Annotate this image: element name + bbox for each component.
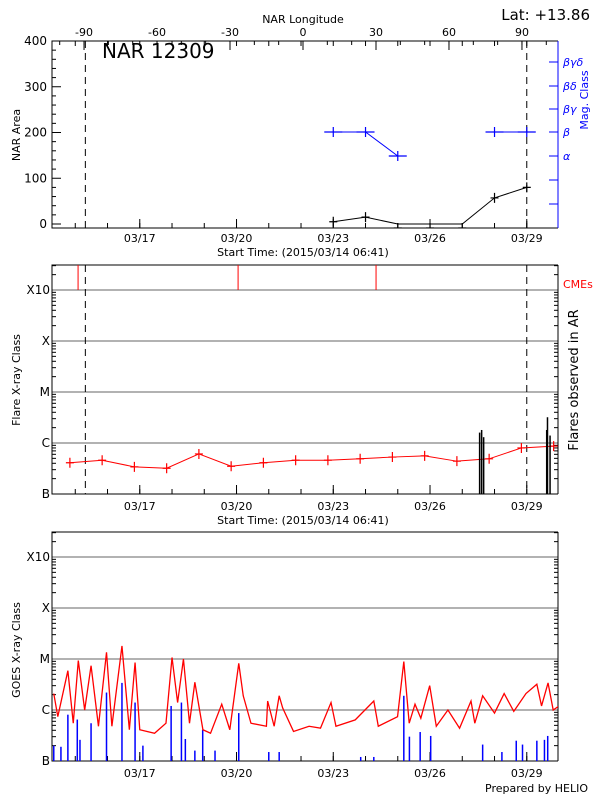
panel1-xlabel: Start Time: (2015/03/14 06:41): [217, 246, 389, 259]
x-tick-label: 03/29: [511, 232, 543, 245]
x-tick-label: 03/17: [124, 232, 156, 245]
flare-class-point: [485, 453, 494, 464]
x-tick-label: 03/20: [221, 767, 253, 780]
y-tick-label: X: [42, 601, 50, 615]
panel1-right-ylabel: Mag. Class: [578, 70, 591, 129]
mag-class-tick-label: βγδ: [562, 56, 584, 69]
mag-class-tick-label: βγ: [562, 103, 577, 116]
area-point: [329, 216, 338, 227]
x-tick-label: 03/29: [511, 767, 543, 780]
mag-class-point: [517, 127, 536, 137]
top-axis-tick-label: 60: [442, 26, 456, 39]
x-tick-label: 03/17: [124, 500, 156, 513]
flare-class-point: [323, 455, 332, 466]
flare-class-line: [69, 445, 554, 469]
flare-class-point: [98, 455, 107, 466]
mag-class-tick-label: α: [563, 150, 571, 163]
top-axis-tick-label: -90: [75, 26, 93, 39]
mag-class-tick-label: β: [562, 126, 570, 139]
mag-class-point: [388, 151, 407, 161]
x-tick-label: 03/29: [511, 500, 543, 513]
flare-class-panel: 03/17 03/20 03/23 03/26 03/29 B C M X X10: [27, 264, 559, 513]
panel1-data: [324, 127, 536, 228]
x-tick-label: 03/26: [414, 232, 446, 245]
panel2-data: [65, 265, 558, 494]
panel3-data: [53, 645, 558, 761]
top-axis-tick-label: -30: [221, 26, 239, 39]
y-tick-label: 100: [24, 171, 47, 185]
y-tick-label: B: [42, 487, 50, 501]
flare-class-point: [130, 461, 139, 472]
plot-frame: [51, 40, 558, 229]
area-line: [333, 186, 527, 225]
y-tick-label: X: [42, 334, 50, 348]
flare-class-point: [291, 455, 300, 466]
y-tick-label: B: [42, 754, 50, 768]
flare-class-point: [517, 442, 526, 453]
area-point: [393, 223, 402, 228]
x-tick-label: 03/20: [221, 500, 253, 513]
y-tick-label: C: [42, 436, 50, 450]
x-tick-label: 03/23: [317, 232, 349, 245]
plot-frame: [51, 531, 558, 762]
goes-long-channel-line: [53, 645, 558, 735]
area-point: [361, 212, 370, 223]
nar-title: NAR 12309: [102, 39, 215, 63]
y-tick-label: 200: [24, 126, 47, 140]
y-tick-label: 0: [39, 217, 47, 231]
top-axis-tick-label: 30: [369, 26, 383, 39]
area-point: [522, 182, 531, 193]
flare-class-point: [452, 456, 461, 467]
cme-label: CMEs: [563, 278, 593, 291]
area-point: [458, 223, 467, 228]
y-tick-label: X10: [27, 550, 51, 564]
y-tick-label: X10: [27, 283, 51, 297]
flare-class-point: [227, 461, 236, 472]
top-axis-tick-label: 0: [300, 26, 307, 39]
top-axis-tick-label: 90: [515, 26, 529, 39]
flare-class-point: [259, 457, 268, 468]
panel2-ylabel: Flare X-ray Class: [10, 334, 23, 426]
area-point: [490, 192, 499, 203]
flare-class-point: [388, 452, 397, 463]
mag-class-tick-label: βδ: [562, 80, 577, 93]
top-axis-label: NAR Longitude: [262, 13, 344, 26]
flare-class-point: [194, 448, 203, 459]
flare-class-point: [356, 453, 365, 464]
x-tick-label: 03/26: [414, 767, 446, 780]
area-point: [426, 223, 435, 228]
x-tick-label: 03/23: [317, 500, 349, 513]
x-tick-label: 03/26: [414, 500, 446, 513]
footer-credit: Prepared by HELIO: [485, 782, 588, 795]
mag-class-point: [356, 127, 375, 137]
mag-class-point: [485, 127, 504, 137]
flare-class-point: [420, 450, 429, 461]
flare-class-point: [162, 463, 171, 474]
mag-class-point: [324, 127, 343, 137]
y-tick-label: 400: [24, 34, 47, 48]
y-tick-label: M: [40, 652, 50, 666]
y-tick-label: M: [40, 385, 50, 399]
y-tick-label: 300: [24, 80, 47, 94]
x-tick-label: 03/20: [221, 232, 253, 245]
panel3-ylabel: GOES X-ray Class: [10, 602, 23, 698]
x-tick-label: 03/17: [124, 767, 156, 780]
latitude-label: Lat: +13.86: [501, 6, 590, 24]
nar-area-panel: 03/17 03/20 03/23 03/26 03/290100200300400-9…: [24, 26, 583, 245]
plot-frame: [51, 264, 558, 495]
flare-class-point: [549, 441, 558, 452]
panel1-ylabel: NAR Area: [10, 109, 23, 161]
top-axis-tick-label: -60: [148, 26, 166, 39]
goes-xray-panel: 03/17 03/20 03/23 03/26 03/29 B C M X X10: [27, 531, 559, 780]
x-tick-label: 03/23: [317, 767, 349, 780]
flare-class-point: [65, 457, 74, 468]
panel2-xlabel: Start Time: (2015/03/14 06:41): [217, 514, 389, 527]
y-tick-label: C: [42, 703, 50, 717]
panel2-right-ylabel: Flares observed in AR: [567, 309, 582, 450]
